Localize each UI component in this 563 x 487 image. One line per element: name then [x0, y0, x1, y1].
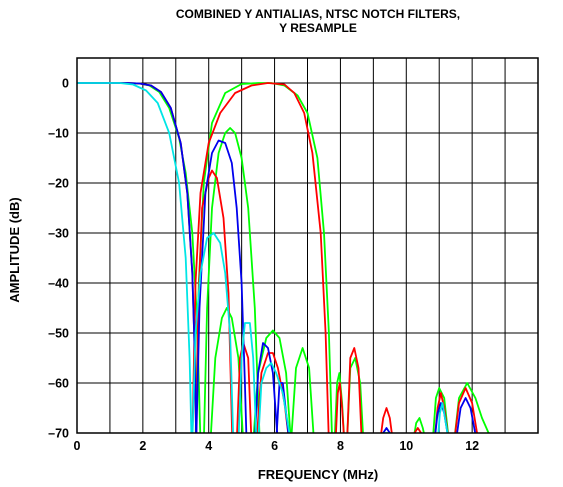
series-line-segment — [194, 82, 333, 433]
series-line-segment — [191, 82, 330, 433]
y-tick-label: –60 — [48, 377, 69, 391]
chart-title-line-1: COMBINED Y ANTIALIAS, NTSC NOTCH FILTERS… — [176, 7, 460, 21]
series-line-segment — [383, 432, 390, 433]
series-group — [77, 82, 490, 433]
y-tick-label: 0 — [62, 77, 69, 91]
series-line-segment — [203, 127, 261, 433]
x-tick-label: 8 — [337, 439, 344, 453]
series-2 — [77, 82, 477, 433]
y-tick-labels: 0 –10 –20 –30 –40 –50 –60 –70 — [48, 77, 69, 441]
y-tick-label: –20 — [48, 177, 69, 191]
series-line-segment — [77, 82, 193, 433]
series-line-segment — [77, 82, 197, 433]
x-tick-label: 2 — [139, 439, 146, 453]
series-line-segment — [454, 387, 478, 433]
y-tick-label: –40 — [48, 277, 69, 291]
series-line-segment — [191, 232, 235, 433]
plot-frame — [76, 57, 539, 434]
x-tick-label: 4 — [205, 439, 212, 453]
series-line-segment — [290, 347, 315, 433]
y-tick-label: –30 — [48, 227, 69, 241]
y-axis-label: AMPLITUDE (dB) — [7, 197, 22, 302]
series-line-segment — [437, 402, 449, 433]
x-axis-label: FREQUENCY (MHz) — [258, 467, 378, 482]
series-line-segment — [210, 307, 244, 433]
x-tick-label: 6 — [271, 439, 278, 453]
x-tick-label: 10 — [399, 439, 413, 453]
x-tick-label: 0 — [74, 439, 81, 453]
series-line-segment — [254, 342, 279, 433]
series-line-segment — [454, 382, 490, 433]
series-line-segment — [380, 407, 393, 433]
series-line-segment — [456, 397, 477, 433]
series-line-segment — [195, 139, 248, 433]
series-1 — [77, 82, 478, 433]
y-tick-label: –70 — [48, 427, 69, 441]
y-tick-label: –50 — [48, 327, 69, 341]
y-tick-label: –10 — [48, 127, 69, 141]
series-0 — [77, 82, 490, 433]
series-3 — [77, 82, 449, 433]
series-line-segment — [195, 169, 234, 433]
series-line-segment — [413, 427, 423, 433]
series-line-segment — [382, 427, 391, 433]
series-line-segment — [257, 362, 291, 433]
x-tick-label: 12 — [465, 439, 479, 453]
chart-title-line-2: Y RESAMPLE — [279, 21, 357, 35]
series-line-segment — [335, 382, 345, 433]
series-line-segment — [346, 347, 363, 433]
series-line-segment — [413, 417, 425, 433]
series-line-segment — [77, 82, 202, 433]
series-line-segment — [237, 322, 258, 433]
x-tick-labels: 0 2 4 6 8 10 12 — [74, 439, 480, 453]
series-line-segment — [432, 387, 449, 433]
